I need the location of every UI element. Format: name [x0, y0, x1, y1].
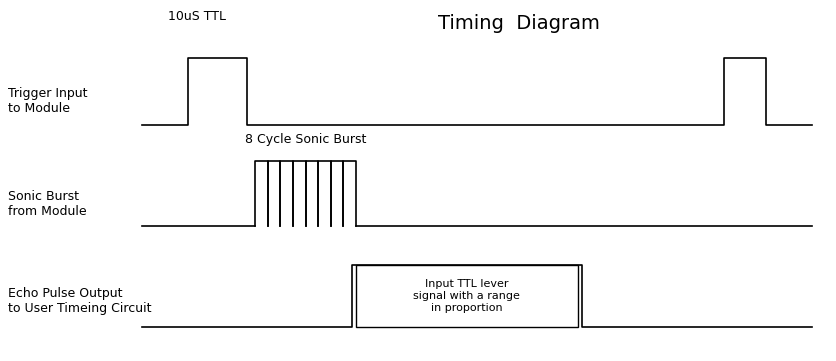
Text: Trigger Input
to Module: Trigger Input to Module	[8, 87, 88, 115]
Bar	[355, 265, 577, 327]
Text: Input TTL lever
signal with a range
in proportion: Input TTL lever signal with a range in p…	[413, 279, 519, 313]
Text: Timing  Diagram: Timing Diagram	[437, 14, 599, 34]
Text: 8 Cycle Sonic Burst: 8 Cycle Sonic Burst	[244, 133, 366, 146]
Text: Echo Pulse Output
to User Timeing Circuit: Echo Pulse Output to User Timeing Circui…	[8, 287, 151, 316]
Text: 10uS TTL: 10uS TTL	[167, 10, 226, 23]
Text: Sonic Burst
from Module: Sonic Burst from Module	[8, 190, 87, 218]
